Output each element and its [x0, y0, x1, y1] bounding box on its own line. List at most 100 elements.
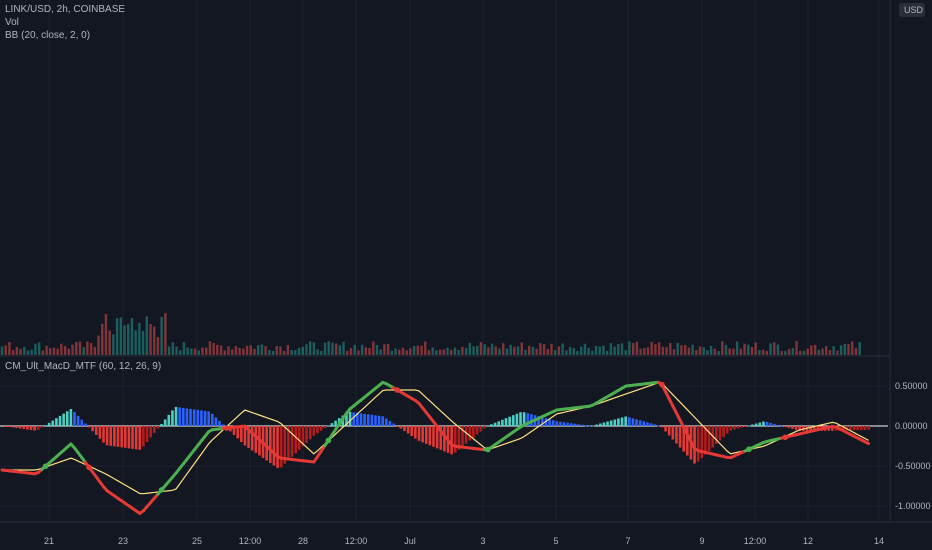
histogram-bar — [163, 419, 167, 426]
volume-bar — [56, 348, 59, 355]
histogram-bar — [588, 425, 591, 427]
volume-bar — [67, 348, 71, 355]
histogram-bar — [591, 425, 595, 427]
histogram-bar — [660, 426, 664, 428]
macd-tick-label: -1.00000 — [895, 501, 931, 511]
volume-bar — [353, 344, 356, 355]
volume-bar — [379, 349, 382, 355]
volume-bar — [412, 346, 416, 355]
histogram-bar — [573, 423, 577, 426]
macd-legend: CM_Ult_MacD_MTF (60, 12, 26, 9) — [5, 360, 161, 373]
macd-label[interactable]: CM_Ult_MacD_MTF (60, 12, 26, 9) — [5, 361, 162, 372]
histogram-bar — [671, 426, 675, 440]
histogram-bar — [334, 420, 337, 426]
volume-bar — [268, 350, 271, 355]
volume-bar — [197, 350, 200, 355]
histogram-bar — [236, 426, 239, 439]
symbol-title[interactable]: LINK/USD, 2h, COINBASE — [5, 4, 126, 15]
price-axis-bg — [890, 0, 932, 550]
histogram-bar — [794, 426, 798, 430]
histogram-bar — [207, 411, 210, 426]
histogram-bar — [211, 413, 214, 426]
histogram-bar — [707, 426, 711, 452]
histogram-bar — [287, 426, 290, 461]
volume-bar — [294, 350, 297, 355]
volume-bar — [153, 326, 156, 355]
histogram-bar — [87, 426, 91, 428]
time-tick-label: 7 — [625, 536, 630, 546]
volume-bar — [23, 347, 26, 355]
volume-bar — [784, 350, 787, 355]
volume-bar — [631, 343, 635, 355]
volume-bar — [468, 342, 472, 355]
histogram-bar — [363, 413, 366, 426]
macd-segment — [863, 440, 871, 446]
histogram-bar — [696, 426, 700, 462]
volume-bar — [297, 347, 301, 355]
histogram-bar — [519, 412, 522, 426]
volume-bar — [212, 342, 215, 355]
histogram-bar — [348, 411, 352, 426]
time-tick-label: 3 — [480, 536, 485, 546]
volume-bar — [683, 345, 687, 355]
histogram-bar — [377, 415, 381, 426]
volume-bar — [167, 346, 171, 355]
volume-bar — [52, 347, 56, 355]
volume-bar — [30, 349, 33, 355]
histogram-bar — [479, 426, 482, 432]
volume-bar — [505, 348, 509, 355]
histogram-bar — [76, 415, 80, 426]
histogram-bar — [403, 426, 406, 432]
histogram-bar — [316, 426, 319, 434]
histogram-bar — [443, 426, 446, 452]
volume-bar — [405, 350, 408, 355]
volume-bar — [568, 347, 572, 355]
histogram-bar — [780, 425, 783, 427]
histogram-bar — [417, 426, 421, 441]
volume-bar — [821, 348, 824, 355]
volume-bar — [654, 344, 657, 355]
histogram-bar — [323, 426, 327, 429]
volume-label[interactable]: Vol — [5, 17, 19, 28]
volume-bar — [464, 347, 468, 355]
volume-bar — [26, 350, 30, 355]
volume-bar — [483, 344, 486, 355]
volume-bar — [502, 343, 505, 355]
histogram-bar — [472, 426, 475, 438]
volume-bar — [89, 342, 93, 355]
volume-bar — [732, 348, 735, 355]
volume-bar — [524, 349, 527, 355]
volume-bar — [216, 344, 219, 355]
volume-bar — [591, 350, 594, 355]
histogram-bar — [392, 423, 395, 426]
histogram-bar — [620, 417, 624, 426]
volume-bar — [476, 345, 479, 355]
volume-bar — [836, 350, 839, 355]
volume-bar — [138, 322, 141, 355]
time-tick-label: 5 — [553, 536, 558, 546]
volume-bar — [754, 342, 757, 355]
histogram-bar — [44, 425, 47, 427]
volume-bar — [542, 344, 546, 355]
histogram-bar — [370, 414, 374, 426]
volume-bar — [93, 346, 97, 355]
histogram-bar — [758, 422, 762, 426]
volume-bar — [665, 347, 668, 355]
volume-bar — [249, 345, 252, 355]
volume-bar — [290, 350, 293, 355]
histogram-bar — [84, 423, 87, 426]
volume-bar — [528, 346, 531, 355]
time-tick-label: 12:00 — [345, 536, 368, 546]
histogram-bar — [769, 422, 773, 426]
volume-bar — [761, 349, 765, 355]
volume-bar — [63, 346, 67, 355]
macd-histogram — [4, 406, 870, 468]
histogram-bar — [649, 423, 653, 426]
bb-label[interactable]: BB (20, close, 2, 0) — [5, 30, 91, 41]
histogram-bar — [617, 418, 620, 426]
histogram-bar — [515, 413, 519, 426]
volume-bar — [602, 345, 605, 355]
volume-bar — [227, 346, 230, 355]
volume-bar — [208, 341, 212, 355]
